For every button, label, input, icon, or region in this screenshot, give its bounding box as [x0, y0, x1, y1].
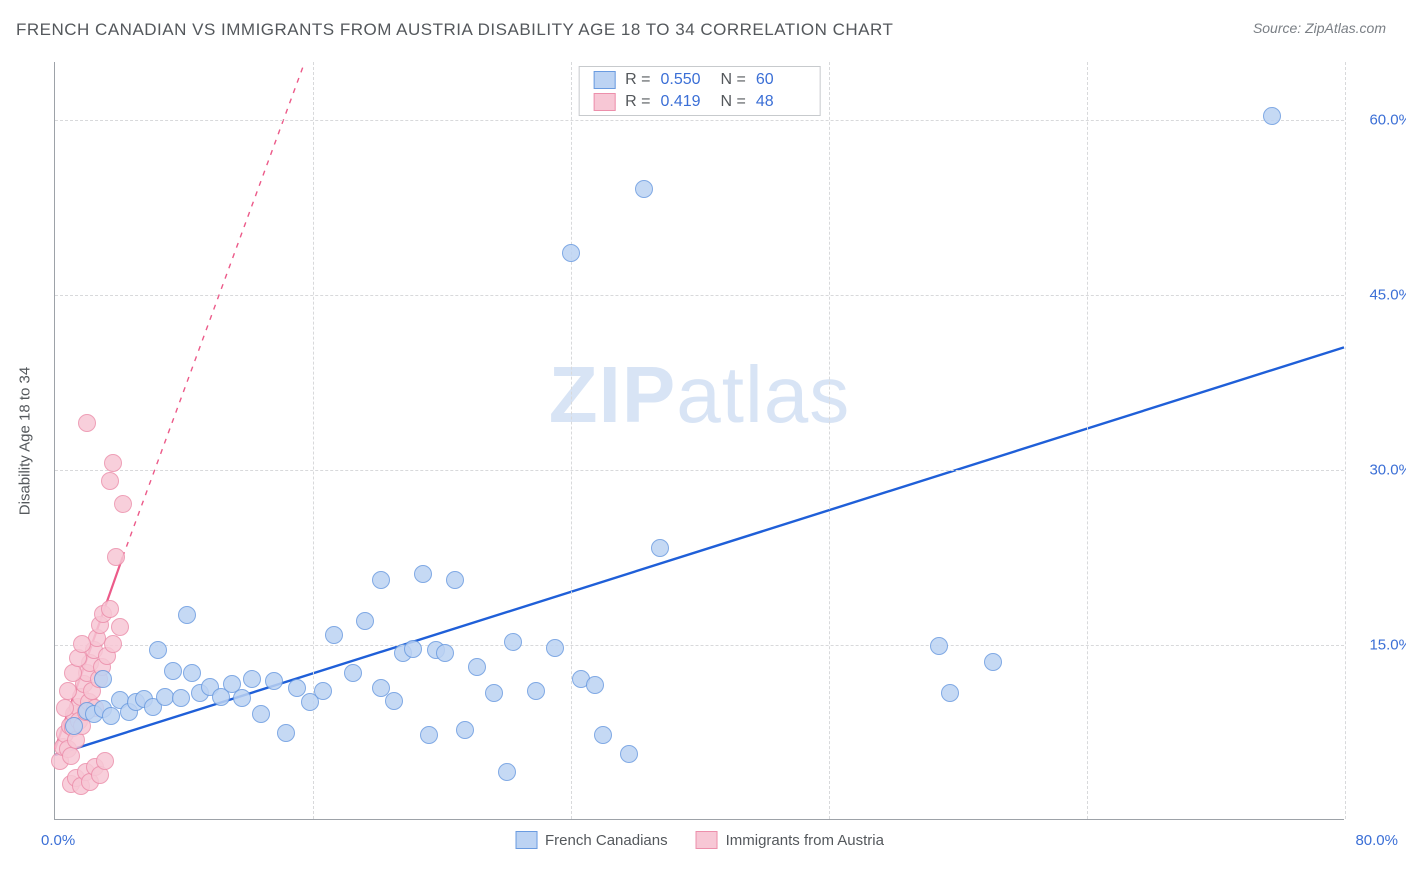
- legend-swatch: [593, 71, 615, 89]
- stat-n-label: N =: [721, 93, 746, 111]
- data-point: [414, 565, 432, 583]
- data-point: [498, 763, 516, 781]
- data-point: [56, 699, 74, 717]
- data-point: [104, 635, 122, 653]
- stat-legend: R = 0.550 N = 60 R = 0.419 N = 48: [578, 66, 821, 116]
- gridline-vertical: [1087, 62, 1088, 819]
- data-point: [468, 658, 486, 676]
- gridline-horizontal: [55, 295, 1344, 296]
- data-point: [562, 244, 580, 262]
- data-point: [930, 637, 948, 655]
- y-axis-label: Disability Age 18 to 34: [17, 366, 34, 514]
- stat-n-value: 60: [756, 71, 806, 89]
- legend-label: French Canadians: [545, 832, 668, 849]
- legend-swatch: [696, 831, 718, 849]
- stat-r-value: 0.419: [661, 93, 711, 111]
- stat-r-label: R =: [625, 93, 650, 111]
- data-point: [78, 414, 96, 432]
- data-point: [172, 689, 190, 707]
- stat-n-value: 48: [756, 93, 806, 111]
- data-point: [404, 640, 422, 658]
- gridline-vertical: [571, 62, 572, 819]
- data-point: [94, 670, 112, 688]
- stat-r-value: 0.550: [661, 71, 711, 89]
- legend-swatch: [593, 93, 615, 111]
- data-point: [178, 606, 196, 624]
- data-point: [1263, 107, 1281, 125]
- plot-area: Disability Age 18 to 34 ZIPatlas 0.0% 80…: [54, 62, 1344, 820]
- data-point: [314, 682, 332, 700]
- data-point: [233, 689, 251, 707]
- series-legend: French Canadians Immigrants from Austria: [515, 831, 884, 849]
- data-point: [107, 548, 125, 566]
- data-point: [101, 472, 119, 490]
- x-tick-max: 80.0%: [1355, 832, 1398, 849]
- data-point: [265, 672, 283, 690]
- data-point: [651, 539, 669, 557]
- y-tick-label: 45.0%: [1369, 287, 1406, 304]
- data-point: [356, 612, 374, 630]
- data-point: [102, 707, 120, 725]
- data-point: [485, 684, 503, 702]
- data-point: [436, 644, 454, 662]
- data-point: [620, 745, 638, 763]
- data-point: [372, 571, 390, 589]
- data-point: [114, 495, 132, 513]
- data-point: [59, 682, 77, 700]
- data-point: [65, 717, 83, 735]
- data-point: [446, 571, 464, 589]
- stat-legend-row: R = 0.419 N = 48: [579, 91, 820, 113]
- data-point: [252, 705, 270, 723]
- y-tick-label: 30.0%: [1369, 462, 1406, 479]
- legend-item: Immigrants from Austria: [696, 831, 884, 849]
- data-point: [546, 639, 564, 657]
- y-tick-label: 15.0%: [1369, 637, 1406, 654]
- data-point: [325, 626, 343, 644]
- trend-lines-svg: [55, 62, 1344, 819]
- data-point: [243, 670, 261, 688]
- data-point: [164, 662, 182, 680]
- gridline-vertical: [829, 62, 830, 819]
- stat-n-label: N =: [721, 71, 746, 89]
- stat-legend-row: R = 0.550 N = 60: [579, 69, 820, 91]
- data-point: [941, 684, 959, 702]
- chart-title: FRENCH CANADIAN VS IMMIGRANTS FROM AUSTR…: [16, 20, 893, 40]
- legend-item: French Canadians: [515, 831, 668, 849]
- data-point: [101, 600, 119, 618]
- legend-label: Immigrants from Austria: [726, 832, 884, 849]
- data-point: [111, 618, 129, 636]
- legend-swatch: [515, 831, 537, 849]
- data-point: [149, 641, 167, 659]
- data-point: [385, 692, 403, 710]
- data-point: [73, 635, 91, 653]
- data-point: [104, 454, 122, 472]
- data-point: [594, 726, 612, 744]
- data-point: [504, 633, 522, 651]
- trend-line-extension: [123, 62, 305, 557]
- data-point: [420, 726, 438, 744]
- stat-r-label: R =: [625, 71, 650, 89]
- data-point: [984, 653, 1002, 671]
- gridline-horizontal: [55, 470, 1344, 471]
- data-point: [527, 682, 545, 700]
- data-point: [586, 676, 604, 694]
- data-point: [635, 180, 653, 198]
- correlation-chart: FRENCH CANADIAN VS IMMIGRANTS FROM AUSTR…: [0, 0, 1406, 892]
- data-point: [344, 664, 362, 682]
- gridline-horizontal: [55, 645, 1344, 646]
- data-point: [62, 747, 80, 765]
- data-point: [456, 721, 474, 739]
- data-point: [277, 724, 295, 742]
- source-attribution: Source: ZipAtlas.com: [1253, 20, 1386, 36]
- gridline-vertical: [1345, 62, 1346, 819]
- data-point: [96, 752, 114, 770]
- x-tick-min: 0.0%: [41, 832, 75, 849]
- gridline-horizontal: [55, 120, 1344, 121]
- data-point: [183, 664, 201, 682]
- y-tick-label: 60.0%: [1369, 112, 1406, 129]
